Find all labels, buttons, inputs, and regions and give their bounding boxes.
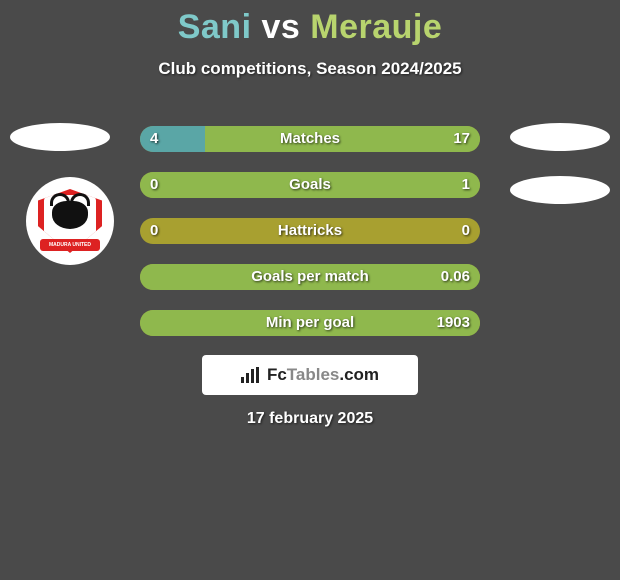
footer-brand[interactable]: FcTables.com bbox=[202, 355, 418, 395]
player2-name: Merauje bbox=[310, 8, 442, 46]
club-badge-art: MADURA UNITED bbox=[38, 189, 102, 253]
club-badge: MADURA UNITED bbox=[26, 177, 114, 265]
page-title: Sani vs Merauje bbox=[0, 0, 620, 47]
stat-value-right: 1903 bbox=[437, 310, 470, 336]
date-label: 17 february 2025 bbox=[0, 410, 620, 428]
footer-brand-text: FcTables.com bbox=[267, 365, 379, 385]
team-logo-right-placeholder-2 bbox=[510, 176, 610, 204]
team-logo-left-placeholder bbox=[10, 123, 110, 151]
stat-row: Min per goal1903 bbox=[140, 310, 480, 336]
vs-text: vs bbox=[261, 8, 300, 46]
stat-row: 4Matches17 bbox=[140, 126, 480, 152]
stat-row: Goals per match0.06 bbox=[140, 264, 480, 290]
brand-part-b: Tables bbox=[287, 365, 340, 384]
stat-value-right: 17 bbox=[453, 126, 470, 152]
bar-chart-icon bbox=[241, 367, 261, 383]
stat-label: Goals bbox=[140, 172, 480, 198]
stat-row: 0Hattricks0 bbox=[140, 218, 480, 244]
brand-part-c: .com bbox=[339, 365, 379, 384]
team-logo-right-placeholder-1 bbox=[510, 123, 610, 151]
stat-row: 0Goals1 bbox=[140, 172, 480, 198]
stat-label: Hattricks bbox=[140, 218, 480, 244]
stat-label: Goals per match bbox=[140, 264, 480, 290]
stat-label: Matches bbox=[140, 126, 480, 152]
stat-label: Min per goal bbox=[140, 310, 480, 336]
player1-name: Sani bbox=[178, 8, 252, 46]
stats-bars: 4Matches170Goals10Hattricks0Goals per ma… bbox=[140, 126, 480, 356]
club-badge-name: MADURA UNITED bbox=[40, 239, 100, 251]
subtitle: Club competitions, Season 2024/2025 bbox=[0, 59, 620, 79]
stat-value-right: 0.06 bbox=[441, 264, 470, 290]
stat-value-right: 1 bbox=[462, 172, 470, 198]
stat-value-right: 0 bbox=[462, 218, 470, 244]
brand-part-a: Fc bbox=[267, 365, 287, 384]
